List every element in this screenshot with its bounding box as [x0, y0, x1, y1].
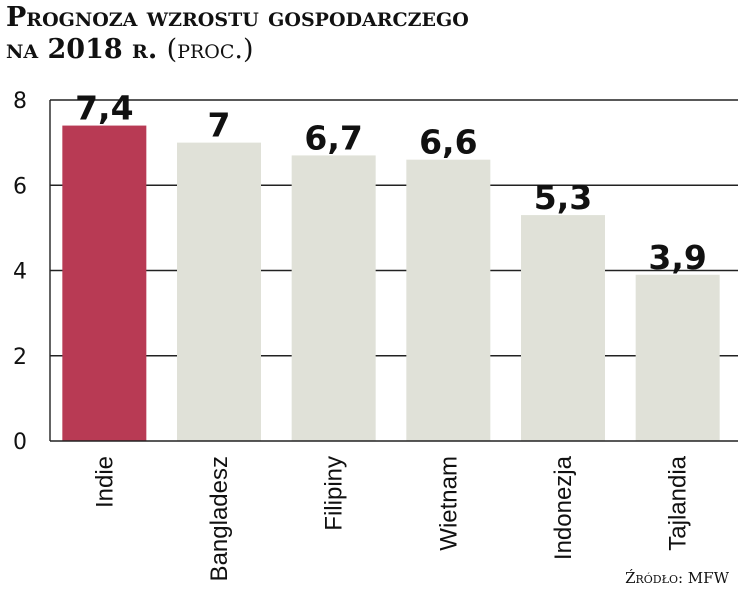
y-tick-label: 4: [13, 260, 27, 285]
x-tick-label: Bangladesz: [206, 456, 233, 581]
title-unit: (proc.): [166, 34, 254, 65]
bar: [291, 155, 376, 441]
x-tick-label: Indonezja: [550, 455, 577, 560]
title-line-2: na 2018 r.: [6, 34, 158, 65]
value-label: 6,6: [419, 123, 477, 162]
bar: [62, 125, 147, 441]
value-label: 3,9: [648, 238, 706, 277]
value-label: 5,3: [534, 178, 592, 217]
bar: [177, 142, 261, 441]
source-note: Źródło: MFW: [625, 569, 729, 587]
x-tick-label: Filipiny: [321, 456, 348, 531]
y-tick-label: 2: [13, 345, 27, 370]
y-tick-label: 8: [13, 89, 27, 114]
chart-title: Prognoza wzrostu gospodarczego na 2018 r…: [6, 2, 469, 66]
title-line-1: Prognoza wzrostu gospodarczego: [6, 2, 469, 33]
bar: [406, 159, 491, 442]
bar: [635, 274, 720, 441]
value-label: 7: [208, 106, 231, 145]
y-tick-label: 6: [13, 174, 27, 199]
bar: [521, 215, 605, 441]
value-label: 6,7: [304, 118, 362, 157]
x-tick-label: Wietnam: [435, 456, 462, 551]
x-tick-label: Tajlandia: [665, 455, 692, 550]
y-tick-label: 0: [13, 430, 27, 455]
value-label: 7,4: [75, 89, 133, 128]
x-tick-label: Indie: [91, 456, 118, 508]
